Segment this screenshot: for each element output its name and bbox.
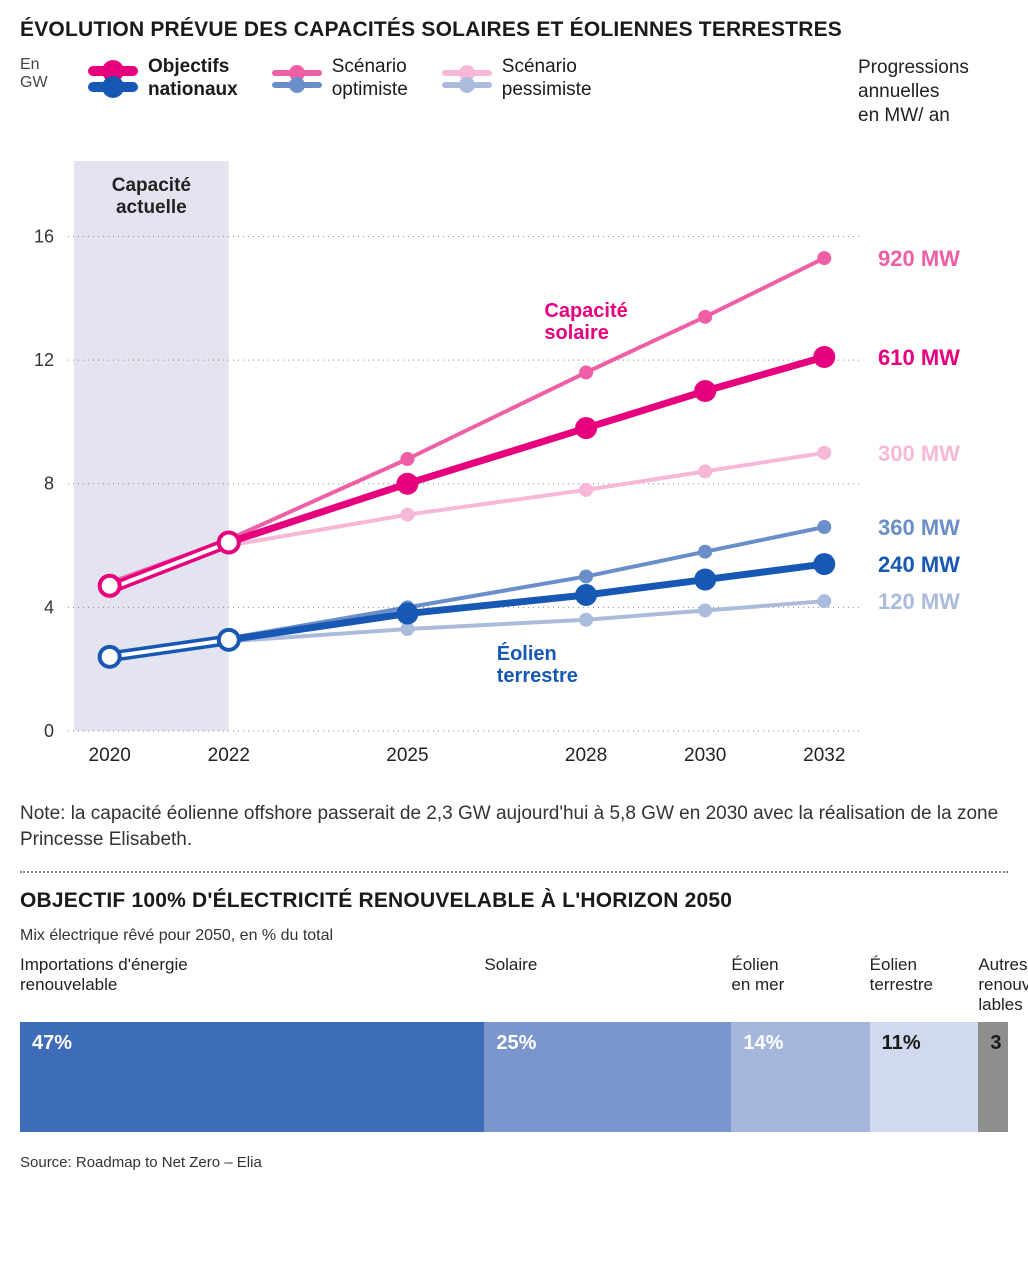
svg-text:8: 8 [44, 474, 54, 494]
stack-segment: 25% [484, 1022, 731, 1132]
stack-segment: 11% [870, 1022, 979, 1132]
svg-text:Capacité: Capacité [544, 300, 627, 322]
stack-label: Solaire [484, 955, 731, 1016]
unit-label: En GW [20, 56, 68, 92]
legend-national-label: Objectifsnationaux [148, 56, 238, 102]
mw-label: 240 MW [878, 552, 960, 577]
svg-text:Éolien: Éolien [497, 642, 557, 665]
footnote: Note: la capacité éolienne offshore pass… [20, 801, 1008, 852]
stack-segment: 3 [978, 1022, 1008, 1132]
svg-text:12: 12 [34, 350, 54, 370]
source-line: Source: Roadmap to Net Zero – Elia [20, 1154, 1008, 1171]
svg-text:Capacité: Capacité [112, 175, 191, 196]
svg-text:2025: 2025 [386, 745, 428, 766]
mw-label: 360 MW [878, 515, 960, 540]
svg-text:2030: 2030 [684, 745, 726, 766]
stack-label: Éolienen mer [731, 955, 869, 1016]
legend-optimistic-label: Scénariooptimiste [332, 56, 408, 102]
chart-title-1: ÉVOLUTION PRÉVUE DES CAPACITÉS SOLAIRES … [20, 18, 1008, 42]
separator [20, 871, 1008, 873]
svg-text:0: 0 [44, 721, 54, 741]
mw-label: 610 MW [878, 345, 960, 370]
svg-text:4: 4 [44, 598, 54, 618]
svg-text:2022: 2022 [208, 745, 250, 766]
legend-pessimistic: Scénariopessimiste [442, 56, 592, 102]
stack-segment: 47% [20, 1022, 484, 1132]
mw-label: 120 MW [878, 589, 960, 614]
chart-title-2: OBJECTIF 100% D'ÉLECTRICITÉ RENOUVELABLE… [20, 889, 1008, 913]
svg-text:2032: 2032 [803, 745, 845, 766]
stack-label: Éolienterrestre [870, 955, 979, 1016]
svg-text:solaire: solaire [544, 322, 608, 344]
progressions-title: Progressionsannuellesen MW/ an [858, 56, 1008, 127]
stack-label: Autresrenouve-lables [978, 955, 1008, 1016]
legend-pessimistic-label: Scénariopessimiste [502, 56, 592, 102]
chart-subtitle-2: Mix électrique rêvé pour 2050, en % du t… [20, 927, 1008, 945]
svg-text:2028: 2028 [565, 745, 607, 766]
mw-label: 920 MW [878, 246, 960, 271]
stack-segment: 14% [731, 1022, 869, 1132]
stacked-bar-labels: Importations d'énergierenouvelableSolair… [20, 955, 1008, 1016]
svg-text:terrestre: terrestre [497, 665, 578, 687]
line-chart: Capacitéactuelle048121620202022202520282… [20, 131, 1008, 791]
svg-text:2020: 2020 [89, 745, 131, 766]
stack-label: Importations d'énergierenouvelable [20, 955, 484, 1016]
mw-label: 300 MW [878, 441, 960, 466]
stacked-bar: 47%25%14%11%3 [20, 1022, 1008, 1132]
svg-text:actuelle: actuelle [116, 197, 187, 218]
svg-text:16: 16 [34, 227, 54, 247]
legend-optimistic: Scénariooptimiste [272, 56, 408, 102]
legend-national: Objectifsnationaux [88, 56, 238, 102]
